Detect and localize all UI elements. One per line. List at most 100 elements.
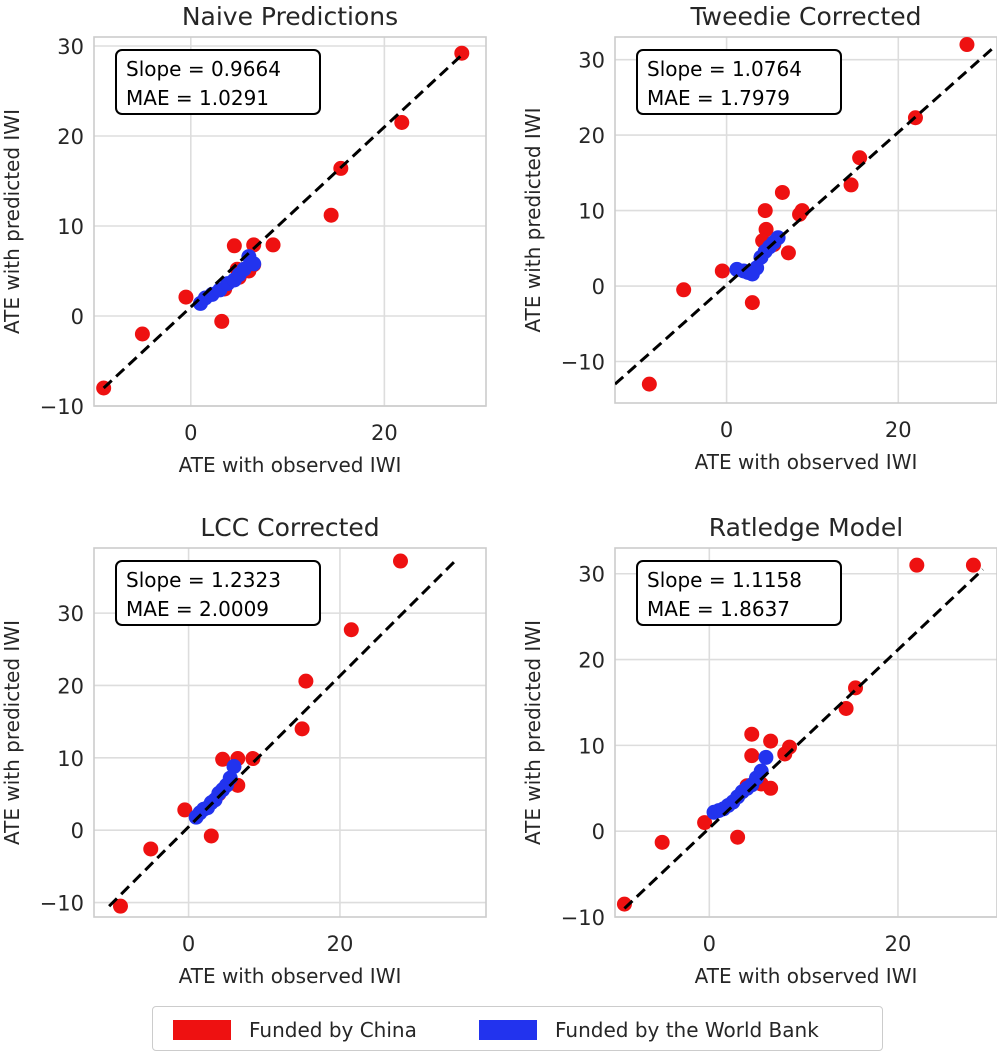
point-china (323, 207, 339, 223)
chart-title: Naive Predictions (182, 2, 398, 31)
stats-box (636, 49, 842, 115)
point-china (654, 834, 670, 850)
legend-label-world-bank: Funded by the World Bank (555, 1017, 819, 1042)
y-tick-label: 20 (57, 674, 84, 698)
x-tick-label: 0 (182, 932, 195, 956)
point-china (714, 263, 730, 279)
point-china (744, 748, 760, 764)
point-china (203, 828, 219, 844)
point-china (392, 553, 408, 569)
plot-frame (93, 547, 487, 918)
point-china (265, 237, 281, 253)
point-china (744, 295, 760, 311)
y-tick-label: −10 (561, 350, 605, 374)
point-china (730, 829, 746, 845)
chart-lcc-corrected: 0 20 −10 0 10 20 30 LCC Corrected ATE with obser… (0, 513, 487, 988)
y-axis-label: ATE with predicted IWI (0, 620, 24, 845)
plot-frame (614, 547, 997, 918)
point-china (959, 37, 975, 53)
slope-label: Slope = 1.0764 (647, 57, 802, 81)
y-tick-label: −10 (561, 906, 605, 930)
y-tick-label: 0 (71, 819, 84, 843)
y-tick-label: 10 (57, 747, 84, 771)
y-tick-label: 30 (57, 35, 84, 59)
chart-title: LCC Corrected (200, 513, 379, 542)
slope-label: Slope = 0.9664 (126, 57, 281, 81)
mae-label: MAE = 2.0009 (126, 597, 269, 621)
y-tick-label: 0 (71, 305, 84, 329)
legend-swatch-china (173, 1019, 231, 1040)
y-tick-label: 20 (57, 125, 84, 149)
point-china (758, 221, 774, 237)
y-tick-label: 10 (578, 200, 605, 224)
y-tick-label: 10 (57, 215, 84, 239)
point-china (697, 815, 713, 831)
point-china (616, 896, 632, 912)
legend: Funded by China Funded by the World Bank (152, 1006, 883, 1051)
point-china (763, 733, 779, 749)
point-world-bank (226, 759, 242, 775)
point-world-bank (758, 749, 774, 765)
fit-line (623, 568, 984, 910)
x-axis-label: ATE with observed IWI (695, 450, 918, 474)
point-china (965, 557, 981, 573)
stats-box (115, 49, 321, 115)
x-axis-label: ATE with observed IWI (695, 964, 918, 988)
point-world-bank (753, 763, 769, 779)
fit-line (108, 557, 459, 908)
x-axis-label: ATE with observed IWI (179, 964, 402, 988)
point-china (676, 282, 692, 298)
y-tick-label: −10 (40, 892, 84, 916)
point-china (143, 841, 159, 857)
fit-line (102, 53, 463, 390)
point-china (215, 751, 231, 767)
point-china (794, 203, 810, 219)
x-tick-label: 20 (327, 932, 354, 956)
plot-area (616, 557, 984, 912)
x-axis-label: ATE with observed IWI (179, 453, 402, 477)
y-tick-label: 0 (592, 275, 605, 299)
point-china (214, 313, 230, 329)
point-china (178, 289, 194, 305)
point-china (294, 721, 310, 737)
chart-naive-predictions: 0 20 −10 0 10 20 30 Naive Predictions ATE with o… (0, 2, 487, 477)
point-china (641, 376, 657, 392)
chart-title: Ratledge Model (709, 513, 903, 542)
legend-swatch-world-bank (479, 1019, 537, 1040)
point-china (177, 802, 193, 818)
point-china (780, 245, 796, 261)
point-china (774, 184, 790, 200)
point-china (744, 726, 760, 742)
plot-frame (614, 36, 997, 404)
y-tick-label: 20 (578, 124, 605, 148)
y-tick-label: 30 (57, 602, 84, 626)
y-axis-label: ATE with predicted IWI (0, 109, 24, 334)
point-china (757, 203, 773, 219)
point-china (226, 238, 242, 254)
chart-title: Tweedie Corrected (690, 2, 922, 31)
chart-ratledge-model: 0 20 −10 0 10 20 30 Ratledge Model ATE with obse… (521, 513, 997, 988)
x-tick-label: 20 (885, 932, 912, 956)
legend-label-china: Funded by China (249, 1017, 417, 1042)
point-china (777, 746, 793, 762)
y-tick-label: 0 (592, 820, 605, 844)
point-china (246, 237, 262, 253)
x-tick-label: 0 (184, 421, 197, 445)
point-china (245, 751, 261, 767)
x-tick-label: 0 (720, 418, 733, 442)
point-world-bank (246, 256, 262, 272)
point-china (134, 326, 150, 342)
slope-label: Slope = 1.1158 (647, 568, 802, 592)
y-tick-label: 20 (578, 649, 605, 673)
point-china (838, 700, 854, 716)
legend-item-world-bank: Funded by the World Bank (479, 1007, 819, 1052)
stats-box (636, 560, 842, 626)
mae-label: MAE = 1.8637 (647, 597, 790, 621)
x-tick-label: 20 (885, 418, 912, 442)
plot-area (108, 553, 459, 914)
x-tick-label: 20 (371, 421, 398, 445)
point-china (843, 177, 859, 193)
point-china (112, 898, 128, 914)
mae-label: MAE = 1.7979 (647, 86, 790, 110)
